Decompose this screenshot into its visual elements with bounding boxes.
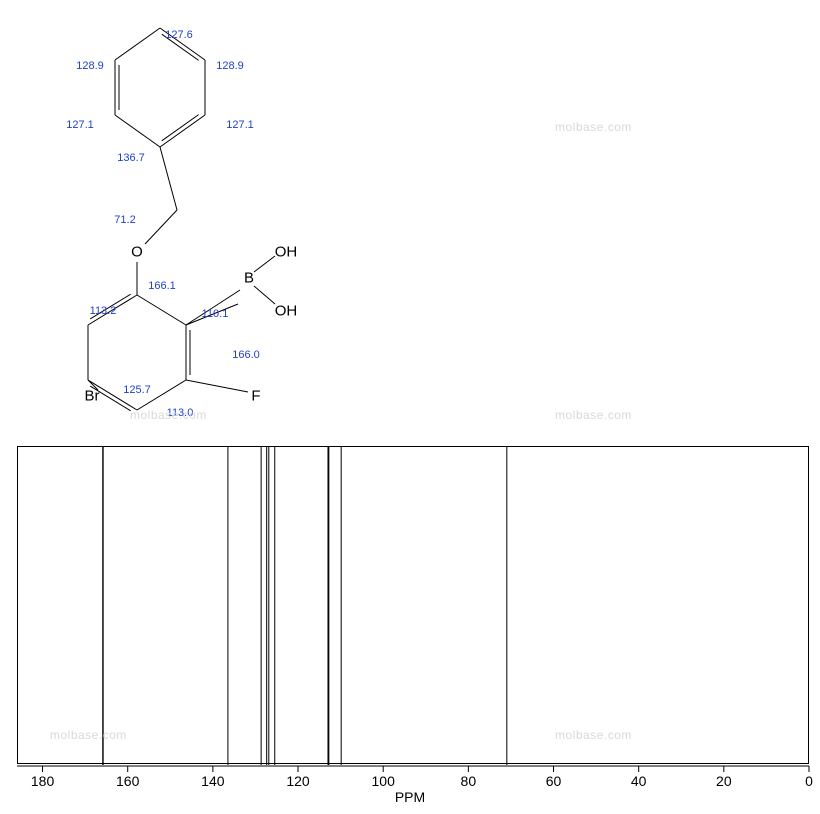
watermark: molbase.com (555, 408, 632, 422)
chemical-shift-label: 127.1 (226, 119, 254, 131)
ppm-axis-label: PPM (395, 789, 425, 805)
ppm-tick-label: 160 (116, 773, 139, 789)
chemical-shift-label: 127.6 (165, 29, 193, 41)
ppm-tick-label: 40 (631, 773, 647, 789)
ppm-tick-label: 80 (461, 773, 477, 789)
chemical-shift-label: 166.0 (232, 349, 260, 361)
ppm-tick-label: 0 (805, 773, 813, 789)
watermark: molbase.com (555, 728, 632, 742)
chemical-shift-label: 128.9 (216, 60, 244, 72)
watermark: molbase.com (130, 408, 207, 422)
watermark: molbase.com (555, 120, 632, 134)
chemical-shift-label: 136.7 (117, 152, 145, 164)
chemical-shift-label: 113.2 (90, 305, 117, 317)
atom-label: F (251, 388, 260, 405)
chemical-shift-label: 128.9 (76, 60, 104, 72)
nmr-spectrum-svg (18, 447, 810, 765)
atom-label: B (244, 270, 254, 287)
ppm-tick-label: 100 (372, 773, 395, 789)
atom-label: Br (85, 388, 100, 405)
ppm-tick-label: 120 (286, 773, 309, 789)
chemical-shift-label: 125.7 (123, 384, 151, 396)
atom-label: O (131, 244, 143, 261)
ppm-tick-label: 60 (546, 773, 562, 789)
nmr-spectrum-box (17, 446, 809, 764)
ppm-tick-label: 180 (31, 773, 54, 789)
ppm-tick-label: 140 (201, 773, 224, 789)
chemical-shift-label: 110.1 (202, 308, 229, 320)
chemical-shift-label: 127.1 (66, 119, 94, 131)
chemical-shift-label: 71.2 (114, 214, 135, 226)
ppm-tick-label: 20 (716, 773, 732, 789)
chemical-shift-label: 166.1 (148, 280, 176, 292)
molecule-diagram: O B OH OH Br F 127.6 128.9 128.9 127.1 127.1 136.7 7… (0, 0, 820, 435)
watermark: molbase.com (50, 728, 127, 742)
atom-label: OH (275, 303, 298, 320)
atom-label: OH (275, 244, 298, 261)
